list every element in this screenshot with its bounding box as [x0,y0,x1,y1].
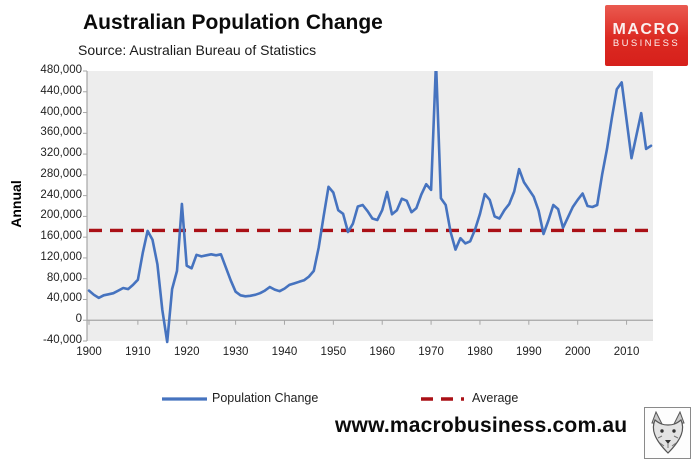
y-tick-label: 80,000 [46,271,82,284]
y-tick-label: 320,000 [40,147,82,160]
legend-label-average: Average [472,391,519,405]
legend-average-dash-icon [421,397,469,401]
x-tick-label: 2000 [564,346,591,358]
y-tick-label: 440,000 [40,84,82,97]
y-tick-label: 360,000 [40,126,82,139]
x-tick-label: 1930 [222,346,249,358]
y-tick-label: 480,000 [40,64,82,76]
legend-population-change-line-icon [162,397,207,401]
x-tick-label: 1920 [173,346,200,358]
x-tick-label: 1990 [516,346,542,358]
y-tick-label: 200,000 [40,209,82,222]
wolf-logo-icon [644,407,691,459]
x-tick-label: 1940 [271,346,298,358]
logo-text-macro: MACRO [612,21,681,38]
y-tick-label: 400,000 [40,105,82,118]
macrobusiness-logo: MACRO BUSINESS [605,5,688,66]
y-tick-label: 280,000 [40,167,82,180]
x-tick-label: 1960 [369,346,395,358]
y-tick-label: 160,000 [40,230,82,243]
x-tick-label: 1950 [320,346,347,358]
y-tick-label: 0 [75,313,82,326]
y-tick-label: 240,000 [40,188,82,201]
y-tick-label: 40,000 [46,292,82,305]
x-tick-label: 1980 [467,346,493,358]
y-tick-label: 120,000 [40,250,82,263]
x-tick-label: 2010 [613,346,640,358]
logo-text-business: BUSINESS [612,38,681,49]
x-tick-label: 1970 [418,346,444,358]
chart-source-text: Source: Australian Bureau of Statistics [78,42,317,58]
page-title: Australian Population Change [83,11,383,34]
x-tick-label: 1900 [76,346,102,358]
y-tick-label: -40,000 [42,334,82,346]
legend-label-population-change: Population Change [212,391,319,405]
website-url: www.macrobusiness.com.au [335,414,628,437]
x-tick-label: 1910 [125,346,151,358]
